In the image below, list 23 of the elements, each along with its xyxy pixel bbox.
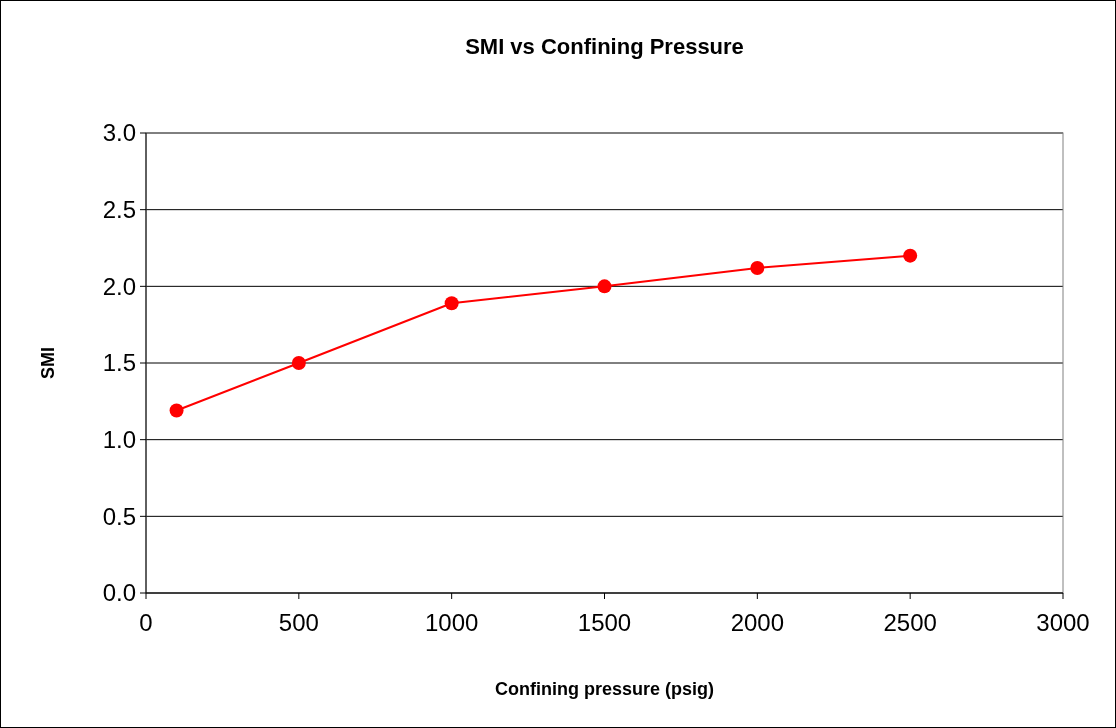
point xyxy=(291,356,306,370)
y-tick-label: 1.5 xyxy=(102,349,136,377)
y-axis-title: SMI xyxy=(38,346,58,380)
y-tick-label: 2.0 xyxy=(102,272,136,300)
x-tick-label: 0 xyxy=(139,609,153,636)
point xyxy=(444,296,459,311)
x-tick-label: 500 xyxy=(278,609,319,636)
point xyxy=(597,279,612,294)
y-tick-label: 0.0 xyxy=(102,579,136,607)
x-axis-title: Confining pressure (psig) xyxy=(494,679,715,699)
chart-title: SMI vs Confining Pressure xyxy=(465,34,744,59)
x-tick-label: 2500 xyxy=(883,609,937,636)
y-tick-label: 2.5 xyxy=(102,196,136,224)
point xyxy=(750,260,765,275)
y-tick-label: 1.0 xyxy=(102,426,136,454)
y-tick-label: 0.5 xyxy=(102,502,136,530)
x-tick-label: 1000 xyxy=(424,609,479,636)
x-tick-label: 1500 xyxy=(577,609,632,636)
x-tick-label: 3000 xyxy=(1036,609,1090,636)
point xyxy=(903,248,918,263)
point xyxy=(169,403,184,418)
y-tick-label: 3.0 xyxy=(102,119,136,147)
x-tick-label: 2000 xyxy=(730,609,785,636)
